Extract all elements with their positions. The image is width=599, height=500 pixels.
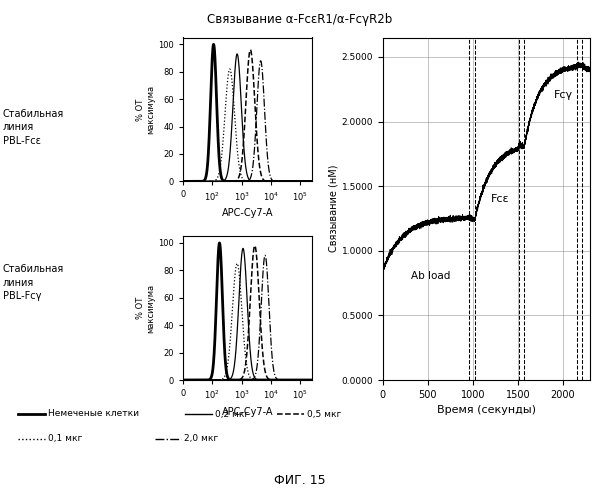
Text: 2,0 мкг: 2,0 мкг [184, 434, 219, 444]
Text: 0,2 мкг: 0,2 мкг [215, 410, 249, 418]
Text: Fcε: Fcε [491, 194, 510, 203]
Text: 0,1 мкг: 0,1 мкг [48, 434, 82, 444]
Text: Связывание α-FcεR1/α-FcγR2b: Связывание α-FcεR1/α-FcγR2b [207, 12, 392, 26]
X-axis label: APC-Cy7-A: APC-Cy7-A [222, 208, 273, 218]
Text: Fcγ: Fcγ [554, 90, 573, 100]
Text: Стабильная
линия
PBL-Fcγ: Стабильная линия PBL-Fcγ [3, 264, 64, 300]
X-axis label: APC-Cy7-A: APC-Cy7-A [222, 407, 273, 417]
Text: Немеченые клетки: Немеченые клетки [48, 410, 139, 418]
Text: 0,5 мкг: 0,5 мкг [307, 410, 341, 418]
Y-axis label: % ОТ
максимума: % ОТ максимума [136, 85, 155, 134]
Y-axis label: % ОТ
максимума: % ОТ максимума [136, 284, 155, 333]
X-axis label: Время (секунды): Время (секунды) [437, 406, 536, 415]
Text: Стабильная
линия
PBL-Fcε: Стабильная линия PBL-Fcε [3, 110, 64, 146]
Text: Ab load: Ab load [411, 271, 450, 281]
Y-axis label: Связывание (нМ): Связывание (нМ) [329, 165, 338, 252]
Text: ФИГ. 15: ФИГ. 15 [274, 474, 325, 488]
